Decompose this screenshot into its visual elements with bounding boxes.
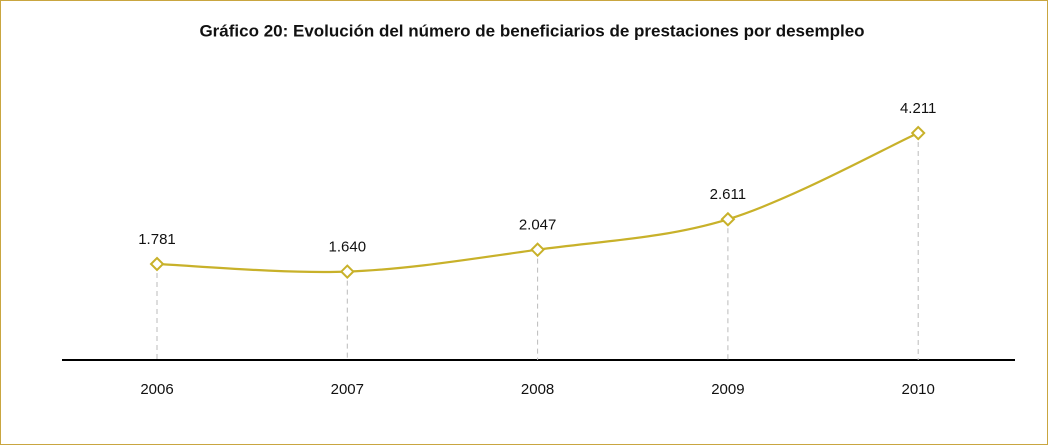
x-tick-label: 2008 xyxy=(521,381,554,398)
x-tick-label: 2007 xyxy=(331,381,364,398)
marker xyxy=(720,211,736,227)
data-label: 2.611 xyxy=(710,186,746,203)
data-label: 1.640 xyxy=(329,239,367,256)
data-label: 4.211 xyxy=(900,100,936,117)
x-tick-label: 2010 xyxy=(902,381,935,398)
marker xyxy=(530,242,546,258)
marker xyxy=(149,256,165,272)
data-label: 2.047 xyxy=(519,217,557,234)
data-label: 1.781 xyxy=(138,231,176,248)
x-tick-label: 2006 xyxy=(140,381,173,398)
marker xyxy=(910,125,926,141)
marker xyxy=(339,264,355,280)
x-tick-label: 2009 xyxy=(711,381,744,398)
chart-title: Gráfico 20: Evolución del número de bene… xyxy=(199,21,864,40)
